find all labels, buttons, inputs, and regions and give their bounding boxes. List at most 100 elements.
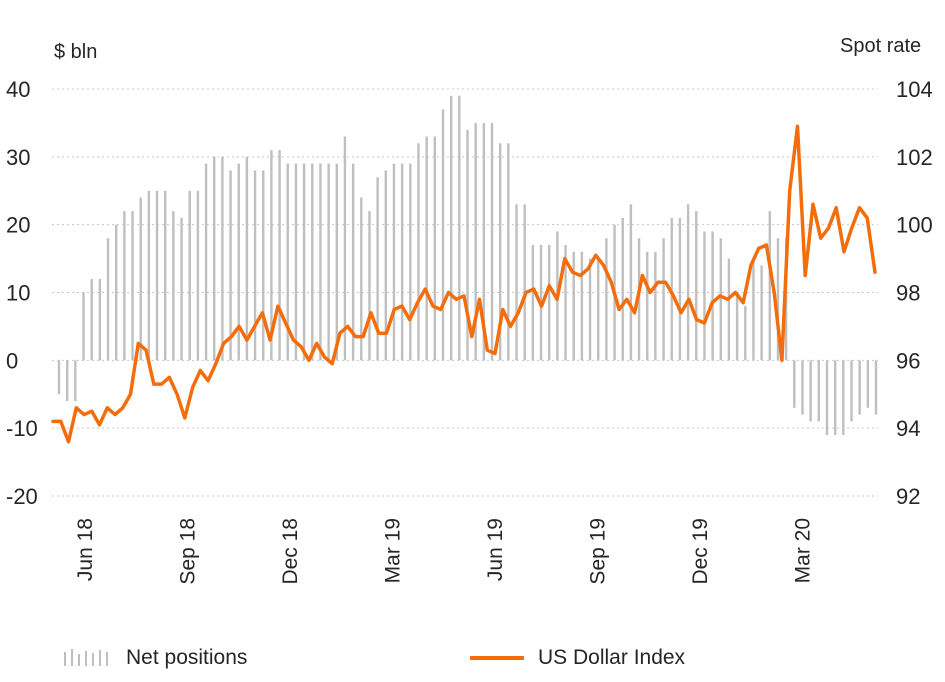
net-position-bar (564, 245, 567, 361)
net-position-bar (213, 156, 216, 361)
net-position-bar (760, 265, 763, 361)
net-position-bar (580, 251, 584, 361)
net-position-bar (221, 156, 224, 361)
net-position-bar (466, 129, 469, 361)
net-position-bar (57, 360, 61, 395)
net-position-bar (850, 360, 853, 422)
us-dollar-index-swatch (470, 656, 524, 660)
net-position-bar (458, 95, 461, 361)
left-tick-label: 30 (6, 145, 30, 170)
net-position-bar (686, 204, 690, 361)
net-position-bar (131, 211, 134, 361)
right-tick-label: 98 (896, 281, 920, 306)
right-axis-ticks: 104 102 100 98 96 94 92 (896, 77, 933, 509)
net-position-bar (441, 109, 445, 361)
net-position-bar (605, 238, 608, 361)
x-tick-label: Jun 19 (484, 518, 507, 581)
x-tick-label: Sep 18 (177, 518, 200, 585)
net-position-bar (801, 360, 804, 415)
us-dollar-index-line (51, 124, 877, 444)
left-axis-ticks: 40 30 20 10 0 -10 -20 (6, 77, 38, 509)
net-position-bar (188, 190, 191, 361)
net-position-bar (172, 211, 175, 361)
net-position-bar (270, 150, 273, 361)
us-dollar-index-line-layer (51, 124, 877, 444)
net-position-bar (327, 163, 330, 361)
net-position-bar (825, 360, 829, 435)
net-position-bar (735, 292, 739, 361)
net-position-bar (588, 258, 592, 361)
net-position-bar (98, 278, 102, 361)
net-position-bar (311, 163, 314, 361)
net-position-bar (360, 197, 363, 361)
net-position-bar (842, 360, 845, 435)
net-position-bar (498, 143, 502, 361)
x-tick-label: Mar 19 (382, 518, 405, 583)
net-position-bar (237, 163, 240, 361)
net-position-bar (286, 163, 289, 361)
net-position-bar (695, 211, 698, 361)
left-axis-label: $ bln (54, 41, 97, 63)
net-position-bar (196, 190, 200, 361)
net-positions-swatch (64, 649, 108, 666)
net-position-bar (490, 122, 494, 361)
net-position-bar (245, 156, 249, 361)
net-position-bar (400, 163, 404, 361)
x-tick-label: Dec 18 (279, 518, 302, 585)
net-position-bar (833, 360, 837, 435)
net-position-bar (572, 251, 575, 361)
net-position-bar (384, 170, 387, 361)
net-position-bar (164, 190, 167, 361)
x-tick-label: Sep 19 (587, 518, 610, 585)
left-tick-label: -10 (6, 416, 38, 441)
net-position-bar (417, 143, 420, 361)
x-tick-label: Mar 20 (792, 518, 815, 583)
net-position-bar (319, 163, 322, 361)
net-position-bar (523, 204, 526, 361)
net-position-bar (809, 360, 812, 422)
net-position-bar (719, 238, 722, 361)
net-position-bar (449, 95, 453, 361)
net-position-bar (376, 177, 379, 361)
net-position-bar (262, 170, 265, 361)
net-position-bar (629, 204, 633, 361)
net-position-bar (621, 217, 624, 361)
net-position-bar (204, 163, 208, 361)
net-position-bar (409, 163, 412, 361)
left-tick-label: 10 (6, 281, 30, 306)
net-position-bar (776, 238, 780, 361)
net-position-bar (139, 197, 142, 361)
left-tick-label: -20 (6, 484, 38, 509)
net-position-bar (302, 163, 306, 361)
net-position-bar (654, 251, 657, 361)
left-tick-label: 0 (6, 348, 18, 373)
net-position-bar (155, 190, 159, 361)
left-tick-label: 40 (6, 77, 30, 102)
right-tick-label: 96 (896, 348, 920, 373)
net-position-bar (294, 163, 298, 361)
net-position-bar (866, 360, 870, 408)
net-position-bar (597, 258, 600, 361)
net-position-bar (752, 258, 755, 361)
net-position-bar (474, 122, 477, 361)
net-position-bar (392, 163, 396, 361)
net-position-bar (711, 231, 714, 361)
right-tick-label: 92 (896, 484, 920, 509)
net-position-bar (662, 238, 665, 361)
net-position-bar (548, 245, 551, 361)
legend-net-positions: Net positions (64, 643, 247, 673)
right-tick-label: 94 (896, 416, 920, 441)
net-position-bar (278, 150, 281, 361)
legend-label-us-dollar-index: US Dollar Index (538, 646, 686, 669)
net-position-bar (515, 204, 518, 361)
net-position-bar (106, 238, 110, 361)
net-position-bar (65, 360, 69, 402)
legend-us-dollar-index: US Dollar Index (470, 643, 685, 673)
net-position-bar (858, 360, 861, 415)
net-position-bar (817, 360, 821, 422)
x-tick-label: Jun 18 (74, 518, 97, 581)
net-position-bar (335, 163, 338, 361)
net-position-bar (368, 211, 371, 361)
net-positions-bars (57, 95, 878, 435)
net-position-bar (531, 245, 535, 361)
